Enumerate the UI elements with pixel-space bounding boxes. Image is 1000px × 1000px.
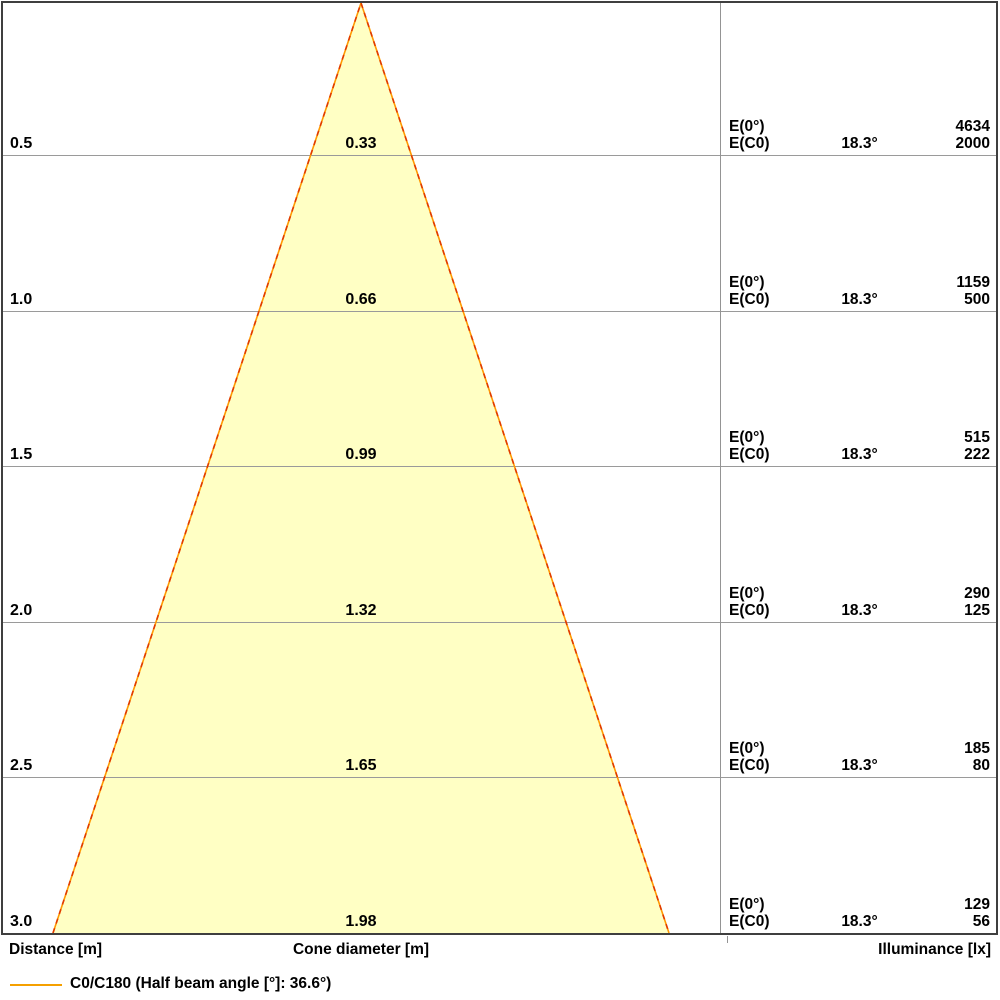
e0-label: E(0°): [729, 118, 765, 135]
ec0-value: 125: [964, 602, 990, 619]
e0-value: 4634: [955, 118, 990, 135]
illuminance-block: E(0°) 290 E(C0) 18.3° 125: [729, 585, 990, 619]
distance-label: 0.5: [10, 135, 33, 152]
gridline-1-5m: [3, 466, 996, 467]
distance-label: 2.5: [10, 757, 33, 774]
ec0-label: E(C0): [729, 913, 770, 930]
gridline-0-5m: [3, 155, 996, 156]
e0-value: 185: [964, 740, 990, 757]
e0-value: 515: [964, 429, 990, 446]
half-angle-value: 18.3°: [841, 291, 878, 308]
legend-label: C0/C180 (Half beam angle [°]: 36.6°): [70, 975, 332, 992]
light-cone-edges: [52, 3, 670, 933]
ec0-label: E(C0): [729, 135, 770, 152]
ec0-value: 2000: [955, 135, 990, 152]
ec0-value: 500: [964, 291, 990, 308]
e0-value: 1159: [956, 274, 990, 291]
e0-label: E(0°): [729, 585, 765, 602]
e0-label: E(0°): [729, 740, 765, 757]
e0-label: E(0°): [729, 896, 765, 913]
gridline-2-5m: [3, 777, 996, 778]
e0-value: 290: [964, 585, 990, 602]
axis-captions: Distance [m] Cone diameter [m] Illuminan…: [0, 941, 1000, 961]
gridline-2-0m: [3, 622, 996, 623]
ec0-label: E(C0): [729, 602, 770, 619]
illuminance-block: E(0°) 185 E(C0) 18.3° 80: [729, 740, 990, 774]
ec0-value: 56: [972, 913, 990, 930]
e0-value: 129: [964, 896, 990, 913]
cone-diameter-value: 0.99: [345, 446, 377, 463]
ec0-label: E(C0): [729, 446, 770, 463]
panel-separator-line: [720, 3, 721, 933]
half-angle-value: 18.3°: [841, 757, 878, 774]
distance-label: 3.0: [10, 913, 33, 930]
ec0-value: 80: [972, 757, 990, 774]
illuminance-block: E(0°) 515 E(C0) 18.3° 222: [729, 429, 990, 463]
cone-diameter-value: 1.65: [345, 757, 377, 774]
distance-label: 2.0: [10, 602, 33, 619]
illuminance-block: E(0°) 4634 E(C0) 18.3° 2000: [729, 118, 990, 152]
half-angle-value: 18.3°: [841, 602, 878, 619]
half-angle-value: 18.3°: [841, 446, 878, 463]
chart-area: 0.5 0.33 E(0°) 4634 E(C0) 18.3° 2000 1.0 0.…: [1, 1, 998, 935]
light-cone-fill: [53, 3, 669, 933]
cone-diameter-value: 1.98: [345, 913, 377, 930]
cone-diameter-value: 1.32: [345, 602, 377, 619]
gridline-1-0m: [3, 311, 996, 312]
ec0-label: E(C0): [729, 757, 770, 774]
cone-diameter-axis-label: Cone diameter [m]: [292, 941, 430, 958]
illuminance-block: E(0°) 1159 E(C0) 18.3° 500: [729, 274, 990, 308]
ec0-label: E(C0): [729, 291, 770, 308]
half-angle-value: 18.3°: [841, 913, 878, 930]
cone-diameter-value: 0.66: [345, 291, 377, 308]
ec0-value: 222: [964, 446, 990, 463]
half-angle-value: 18.3°: [841, 135, 878, 152]
cone-diameter-value: 0.33: [345, 135, 377, 152]
distance-label: 1.5: [10, 446, 33, 463]
e0-label: E(0°): [729, 429, 765, 446]
distance-axis-label: Distance [m]: [9, 941, 103, 958]
separator-tick: [727, 936, 728, 943]
illuminance-axis-label: Illuminance [lx]: [878, 941, 991, 958]
illuminance-block: E(0°) 129 E(C0) 18.3° 56: [729, 896, 990, 930]
e0-label: E(0°): [729, 274, 765, 291]
legend-line-icon: [10, 984, 62, 986]
legend: C0/C180 (Half beam angle [°]: 36.6°): [0, 974, 1000, 996]
distance-label: 1.0: [10, 291, 33, 308]
